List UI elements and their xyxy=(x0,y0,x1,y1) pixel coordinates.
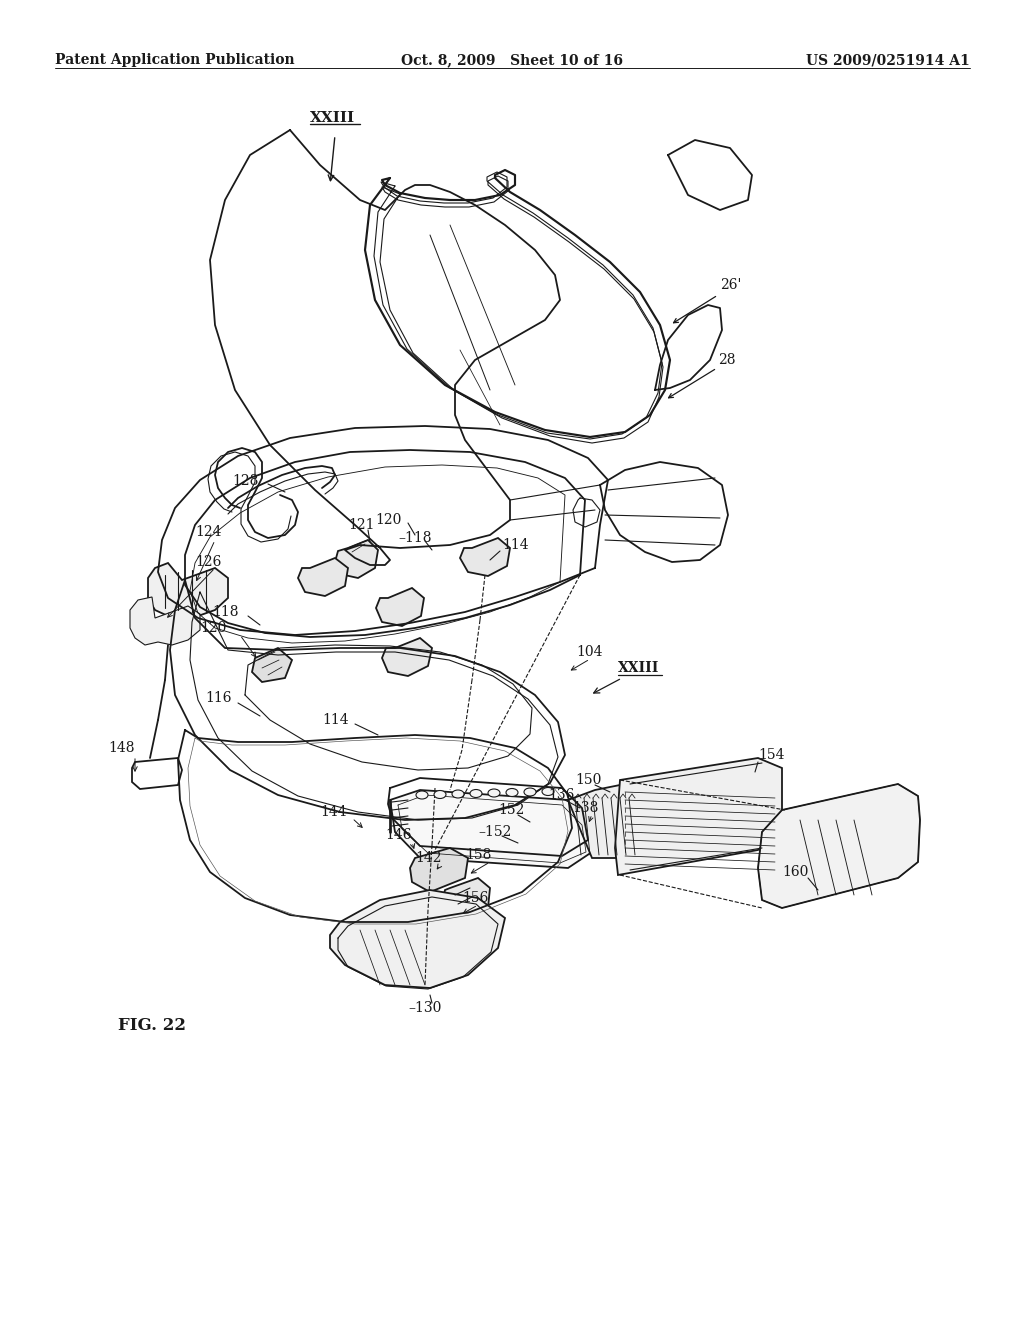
Text: 154: 154 xyxy=(758,748,784,762)
Text: 142: 142 xyxy=(415,851,441,865)
Polygon shape xyxy=(132,758,182,789)
Text: 118: 118 xyxy=(212,605,239,619)
Text: XXIII: XXIII xyxy=(618,661,659,675)
Text: 144: 144 xyxy=(319,805,347,818)
Text: –130: –130 xyxy=(408,1001,441,1015)
Polygon shape xyxy=(252,648,292,682)
Text: 114: 114 xyxy=(322,713,348,727)
Text: 156: 156 xyxy=(462,891,488,906)
Text: FIG. 22: FIG. 22 xyxy=(118,1016,186,1034)
Text: –118: –118 xyxy=(398,531,431,545)
Ellipse shape xyxy=(506,788,518,796)
Polygon shape xyxy=(390,789,595,869)
Ellipse shape xyxy=(434,791,446,799)
Polygon shape xyxy=(376,587,424,626)
Text: 124: 124 xyxy=(195,525,221,539)
Polygon shape xyxy=(442,878,490,920)
Text: 114: 114 xyxy=(502,539,528,552)
Polygon shape xyxy=(130,597,200,645)
Text: 26': 26' xyxy=(720,279,741,292)
Text: 28: 28 xyxy=(718,352,735,367)
Polygon shape xyxy=(382,638,432,676)
Ellipse shape xyxy=(524,788,536,796)
Text: 160: 160 xyxy=(782,865,808,879)
Text: 136: 136 xyxy=(548,788,574,803)
Polygon shape xyxy=(298,558,348,597)
Text: 158: 158 xyxy=(465,847,492,862)
Text: 116: 116 xyxy=(205,690,231,705)
Text: 138: 138 xyxy=(572,801,598,814)
Text: 121: 121 xyxy=(348,517,375,532)
Ellipse shape xyxy=(470,789,482,797)
Text: 120: 120 xyxy=(375,513,401,527)
Text: 104: 104 xyxy=(575,645,602,659)
Text: Oct. 8, 2009   Sheet 10 of 16: Oct. 8, 2009 Sheet 10 of 16 xyxy=(401,53,623,67)
Text: Patent Application Publication: Patent Application Publication xyxy=(55,53,295,67)
Polygon shape xyxy=(460,539,510,576)
Text: 150: 150 xyxy=(575,774,601,787)
Polygon shape xyxy=(410,847,468,892)
Polygon shape xyxy=(615,758,782,875)
Text: 126: 126 xyxy=(195,554,221,569)
Ellipse shape xyxy=(542,788,554,796)
Polygon shape xyxy=(758,784,920,908)
Polygon shape xyxy=(148,564,228,616)
Text: 128: 128 xyxy=(232,474,258,488)
Text: 152: 152 xyxy=(498,803,524,817)
Text: 120: 120 xyxy=(200,620,226,635)
Polygon shape xyxy=(335,540,378,578)
Polygon shape xyxy=(330,890,505,987)
Text: –152: –152 xyxy=(478,825,511,840)
Text: 146: 146 xyxy=(385,828,412,842)
Text: 148: 148 xyxy=(108,741,134,755)
Text: US 2009/0251914 A1: US 2009/0251914 A1 xyxy=(806,53,970,67)
Ellipse shape xyxy=(452,789,464,799)
Ellipse shape xyxy=(488,789,500,797)
Polygon shape xyxy=(568,785,642,858)
Text: XXIII: XXIII xyxy=(310,111,355,125)
Ellipse shape xyxy=(416,791,428,799)
